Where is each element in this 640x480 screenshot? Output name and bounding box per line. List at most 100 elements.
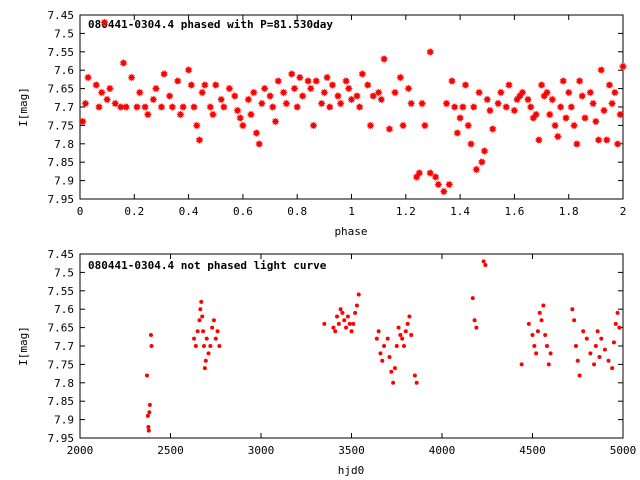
phased-data-point: ✹ <box>369 90 378 103</box>
unphased-y-tick-label: 7.8 <box>54 377 74 390</box>
phased-data-point: ✹ <box>328 79 337 92</box>
unphased-data-point <box>382 344 387 348</box>
phased-data-point: ✹ <box>132 101 141 114</box>
phased-x-tick-label: 0.2 <box>124 205 144 218</box>
phased-data-point: ✹ <box>255 138 264 151</box>
unphased-data-point <box>595 329 600 334</box>
phased-data-point: ✹ <box>173 75 182 88</box>
phased-x-tick-label: 1.4 <box>450 205 470 218</box>
unphased-data-point <box>199 299 204 304</box>
phased-data-point: ✹ <box>597 64 606 77</box>
unphased-data-point <box>353 310 358 315</box>
phased-data-point: ✹ <box>379 53 388 66</box>
unphased-data-point <box>592 362 597 367</box>
phased-data-point: ✹ <box>420 119 429 132</box>
phased-data-point: ✹ <box>502 101 511 114</box>
phased-data-point: ✹ <box>176 108 185 121</box>
unphased-data-point <box>345 314 350 319</box>
phased-data-point: ✹ <box>317 97 326 110</box>
phased-data-point: ✹ <box>472 164 481 177</box>
unphased-data-point <box>541 303 546 308</box>
phased-data-point: ✹ <box>551 119 560 132</box>
unphased-data-point <box>532 344 537 348</box>
phased-data-point: ✹ <box>599 105 608 118</box>
unphased-data-point <box>331 325 336 330</box>
unphased-data-point <box>606 358 611 363</box>
phased-data-point: ✹ <box>287 68 296 81</box>
phased-data-point: ✹ <box>103 94 112 107</box>
unphased-x-tick-label: 2500 <box>157 444 184 457</box>
phased-data-point: ✹ <box>246 108 255 121</box>
unphased-data-point <box>575 358 580 363</box>
phased-data-point: ✹ <box>445 178 454 191</box>
phased-data-point: ✹ <box>151 83 160 96</box>
phased-y-tick-label: 7.5 <box>54 27 74 40</box>
unphased-data-points <box>144 259 622 433</box>
phased-data-point: ✹ <box>404 83 413 96</box>
phased-data-point: ✹ <box>488 123 497 136</box>
phased-data-point: ✹ <box>442 97 451 110</box>
phased-data-point: ✹ <box>111 97 120 110</box>
unphased-data-point <box>144 373 149 378</box>
phased-data-point: ✹ <box>92 79 101 92</box>
unphased-data-point <box>573 344 578 348</box>
unphased-data-point <box>374 336 379 341</box>
phased-y-axis-label: I[mag] <box>17 87 30 127</box>
unphased-data-point <box>349 329 354 334</box>
unphased-data-point <box>572 318 577 323</box>
phased-data-point: ✹ <box>602 134 611 147</box>
phased-data-point: ✹ <box>320 86 329 99</box>
phased-data-point: ✹ <box>206 101 215 114</box>
phased-data-point: ✹ <box>434 178 443 191</box>
phased-data-point: ✹ <box>426 46 435 59</box>
phased-data-point: ✹ <box>537 79 546 92</box>
unphased-data-point <box>537 310 542 315</box>
unphased-data-point <box>380 358 385 363</box>
phased-x-axis-label: phase <box>334 225 367 238</box>
unphased-data-point <box>354 303 359 308</box>
phased-data-point: ✹ <box>461 79 470 92</box>
unphased-y-tick-label: 7.9 <box>54 414 74 427</box>
phased-chart-title: 080441-0304.4 phased with P=81.530day <box>88 18 333 31</box>
phased-data-point: ✹ <box>415 167 424 180</box>
phased-data-point: ✹ <box>534 134 543 147</box>
unphased-data-point <box>340 310 345 315</box>
unphased-data-point <box>198 307 203 312</box>
phased-data-point: ✹ <box>116 101 125 114</box>
phased-x-tick-label: 0.6 <box>233 205 253 218</box>
phased-data-point: ✹ <box>556 101 565 114</box>
phased-data-point: ✹ <box>290 83 299 96</box>
unphased-data-point <box>405 321 410 326</box>
phased-data-point: ✹ <box>208 108 217 121</box>
phased-data-point: ✹ <box>179 101 188 114</box>
phased-data-point: ✹ <box>211 79 220 92</box>
phased-data-point: ✹ <box>271 116 280 129</box>
phased-data-point: ✹ <box>303 75 312 88</box>
phased-data-point: ✹ <box>483 94 492 107</box>
phased-x-tick-label: 1.8 <box>559 205 579 218</box>
unphased-y-tick-label: 7.95 <box>48 432 75 445</box>
phased-data-point: ✹ <box>149 94 158 107</box>
unphased-data-point <box>203 358 208 363</box>
phased-data-point: ✹ <box>325 101 334 114</box>
phased-data-point: ✹ <box>81 97 90 110</box>
unphased-plot-frame <box>79 253 624 439</box>
phased-data-point: ✹ <box>575 75 584 88</box>
phased-data-point: ✹ <box>265 90 274 103</box>
unphased-data-point <box>481 259 486 264</box>
phased-data-point: ✹ <box>610 86 619 99</box>
phased-data-point: ✹ <box>616 108 625 121</box>
phased-data-point: ✹ <box>545 108 554 121</box>
phased-y-tick-label: 7.55 <box>48 46 75 59</box>
phased-data-point: ✹ <box>225 83 234 96</box>
unphased-data-point <box>389 369 394 374</box>
unphased-data-point <box>213 336 218 341</box>
phased-data-point: ✹ <box>396 72 405 85</box>
phased-chart: 080441-0304.4 phased with P=81.530day ph… <box>17 9 628 238</box>
unphased-data-point <box>147 402 152 407</box>
phased-data-point: ✹ <box>407 97 416 110</box>
phased-data-point: ✹ <box>559 75 568 88</box>
unphased-data-point <box>534 351 539 356</box>
phased-data-point: ✹ <box>605 79 614 92</box>
